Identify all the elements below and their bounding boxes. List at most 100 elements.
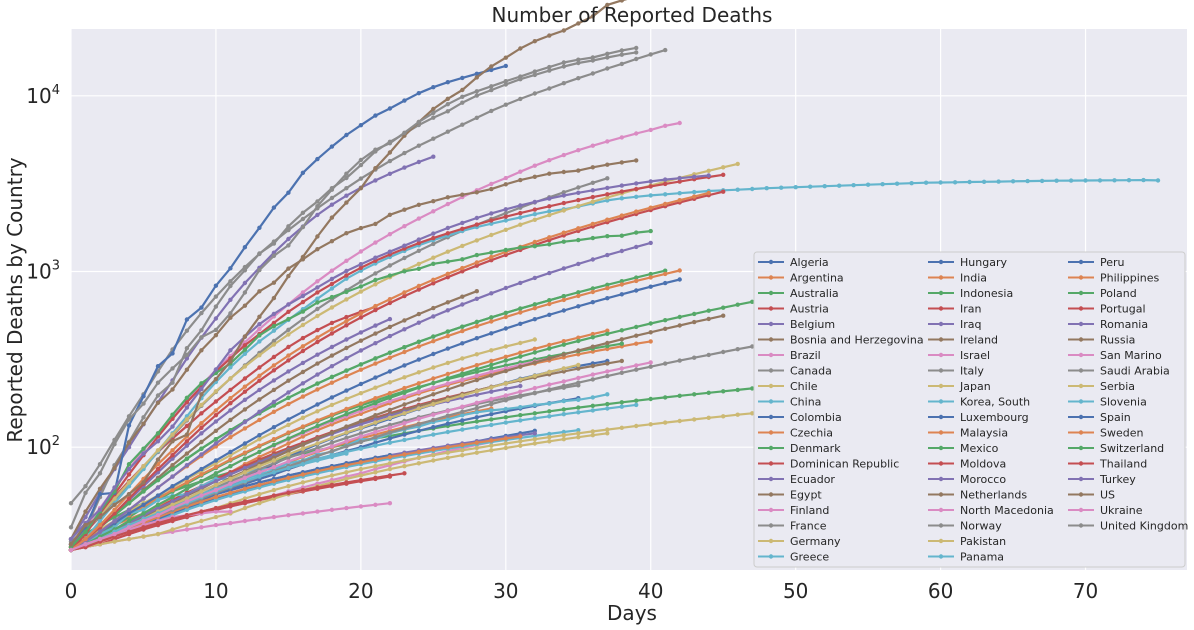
data-point bbox=[141, 534, 146, 539]
x-tick-label: 30 bbox=[493, 579, 518, 603]
data-point bbox=[431, 255, 436, 260]
data-point bbox=[242, 518, 248, 524]
legend-label: Panama bbox=[960, 551, 1004, 564]
data-point bbox=[228, 417, 233, 423]
data-point bbox=[561, 294, 566, 299]
data-point bbox=[286, 455, 291, 460]
data-point bbox=[605, 234, 610, 239]
data-point bbox=[634, 341, 639, 346]
data-point bbox=[619, 135, 624, 140]
data-point bbox=[561, 266, 566, 271]
data-point bbox=[286, 332, 291, 337]
data-point bbox=[996, 179, 1001, 184]
data-point bbox=[199, 305, 204, 310]
data-point bbox=[532, 275, 537, 281]
data-point bbox=[605, 2, 610, 8]
data-point bbox=[315, 352, 320, 357]
legend-marker bbox=[768, 352, 774, 358]
data-point bbox=[547, 212, 552, 218]
data-point bbox=[605, 431, 610, 436]
series-line bbox=[70, 190, 724, 551]
data-point bbox=[344, 430, 349, 435]
data-point bbox=[329, 281, 335, 287]
data-point bbox=[474, 352, 479, 357]
data-point bbox=[402, 385, 407, 391]
legend-item: Turkey bbox=[1068, 473, 1136, 486]
data-point bbox=[170, 439, 175, 444]
legend-label: Dominican Republic bbox=[790, 458, 899, 471]
data-point bbox=[97, 522, 103, 528]
data-point bbox=[141, 502, 146, 507]
data-point bbox=[648, 184, 653, 189]
data-point bbox=[605, 252, 610, 258]
legend-label: Australia bbox=[790, 287, 839, 300]
data-point bbox=[474, 190, 479, 195]
legend-marker bbox=[768, 306, 774, 311]
data-point bbox=[576, 168, 581, 173]
data-point bbox=[503, 207, 508, 212]
legend-label: Ukraine bbox=[1100, 504, 1143, 517]
data-point bbox=[199, 439, 204, 445]
data-point bbox=[605, 286, 610, 291]
data-point bbox=[344, 132, 349, 138]
x-axis-label: Days bbox=[607, 601, 657, 625]
data-point bbox=[344, 297, 349, 302]
legend-marker bbox=[768, 538, 774, 544]
data-point bbox=[518, 177, 523, 183]
data-point bbox=[373, 255, 378, 260]
data-point bbox=[242, 407, 248, 412]
data-point bbox=[242, 426, 248, 431]
data-point bbox=[300, 210, 306, 215]
legend-label: Belgium bbox=[790, 318, 835, 331]
data-point bbox=[445, 333, 450, 339]
data-point bbox=[199, 485, 204, 490]
data-point bbox=[402, 464, 407, 469]
data-point bbox=[228, 502, 233, 507]
data-point bbox=[590, 221, 595, 227]
data-point bbox=[532, 411, 537, 416]
data-point bbox=[518, 46, 523, 51]
data-point bbox=[242, 364, 248, 369]
data-point bbox=[373, 457, 378, 462]
data-point bbox=[402, 402, 407, 407]
legend-label: Colombia bbox=[790, 411, 842, 424]
data-point bbox=[344, 193, 349, 198]
legend-item: Iran bbox=[928, 303, 982, 316]
data-point bbox=[286, 344, 291, 350]
data-point bbox=[460, 382, 465, 387]
legend-item: Sweden bbox=[1068, 427, 1143, 440]
data-point bbox=[286, 302, 291, 307]
data-point bbox=[213, 294, 219, 299]
data-point bbox=[257, 397, 262, 402]
data-point bbox=[300, 309, 306, 314]
data-point bbox=[387, 395, 393, 400]
data-point bbox=[257, 333, 262, 338]
series-serbia bbox=[68, 362, 581, 553]
data-point bbox=[300, 290, 306, 295]
data-point bbox=[402, 363, 407, 368]
legend-label: Austria bbox=[790, 303, 829, 316]
data-point bbox=[257, 501, 262, 506]
data-point bbox=[387, 466, 393, 472]
data-point bbox=[416, 455, 421, 460]
legend-item: Greece bbox=[758, 551, 829, 564]
data-point bbox=[300, 293, 306, 299]
legend-item: Czechia bbox=[758, 427, 833, 440]
data-point bbox=[416, 240, 421, 246]
data-point bbox=[938, 180, 943, 185]
data-point bbox=[431, 110, 436, 116]
data-point bbox=[532, 199, 537, 205]
data-point bbox=[155, 380, 161, 385]
legend-label: Philippines bbox=[1100, 272, 1160, 285]
data-point bbox=[590, 363, 595, 369]
data-point bbox=[648, 275, 653, 280]
data-point bbox=[416, 266, 421, 271]
data-point bbox=[155, 400, 161, 405]
data-point bbox=[779, 185, 784, 190]
legend-label: Malaysia bbox=[960, 427, 1008, 440]
data-point bbox=[445, 300, 450, 305]
data-point bbox=[489, 362, 494, 368]
data-point bbox=[184, 463, 190, 468]
data-point bbox=[416, 370, 421, 375]
data-point bbox=[257, 373, 262, 378]
